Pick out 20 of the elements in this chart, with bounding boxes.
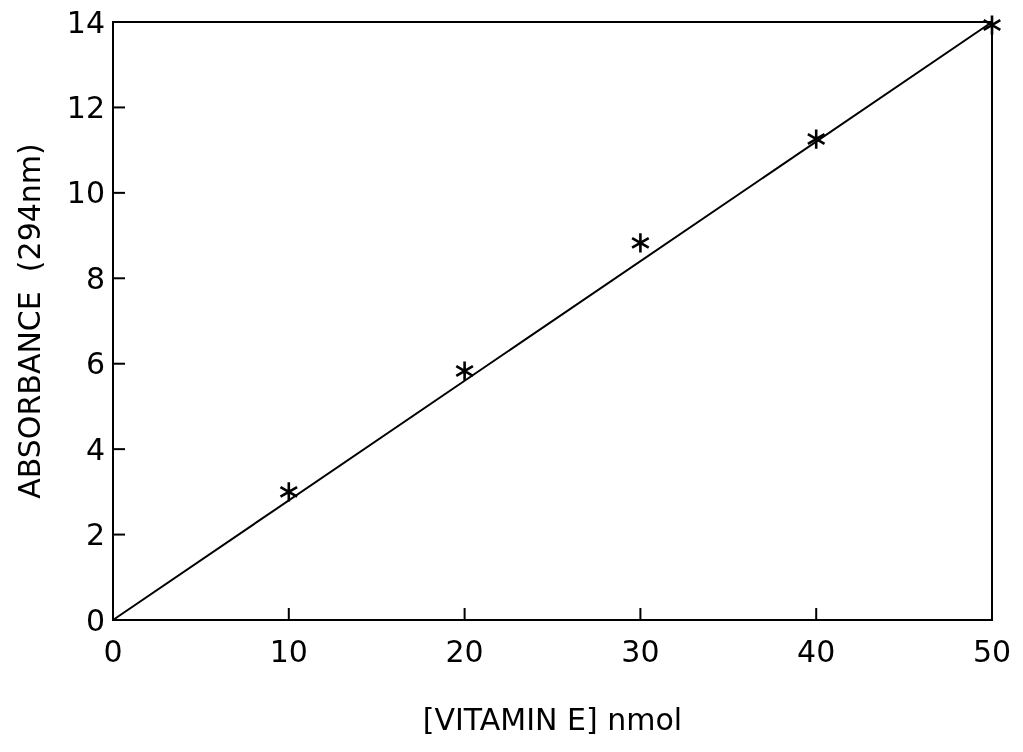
y-tick-label: 12 (66, 89, 105, 125)
point (806, 128, 826, 150)
point (982, 14, 1002, 36)
x-axis-title: [VITAMIN E] nmol (422, 702, 683, 737)
y-tick-label: 10 (66, 175, 105, 211)
y-tick-label: 14 (66, 4, 105, 40)
y-tick-label: 2 (85, 517, 105, 553)
x-tick-label: 30 (621, 634, 660, 669)
x-tick-label: 40 (797, 634, 836, 669)
point (454, 360, 475, 382)
y-axis-title: ABSORBANCE (294nm) (12, 143, 47, 499)
y-tick-label: 8 (85, 260, 105, 296)
y-tick-label: 0 (85, 602, 105, 638)
point (630, 231, 651, 254)
y-tick-label: 6 (85, 346, 105, 382)
point (279, 480, 299, 503)
x-tick-label: 50 (972, 634, 1012, 669)
y-tick-label: 4 (85, 431, 105, 467)
x-tick-label: 20 (445, 634, 484, 669)
x-tick-label: 10 (269, 634, 308, 669)
